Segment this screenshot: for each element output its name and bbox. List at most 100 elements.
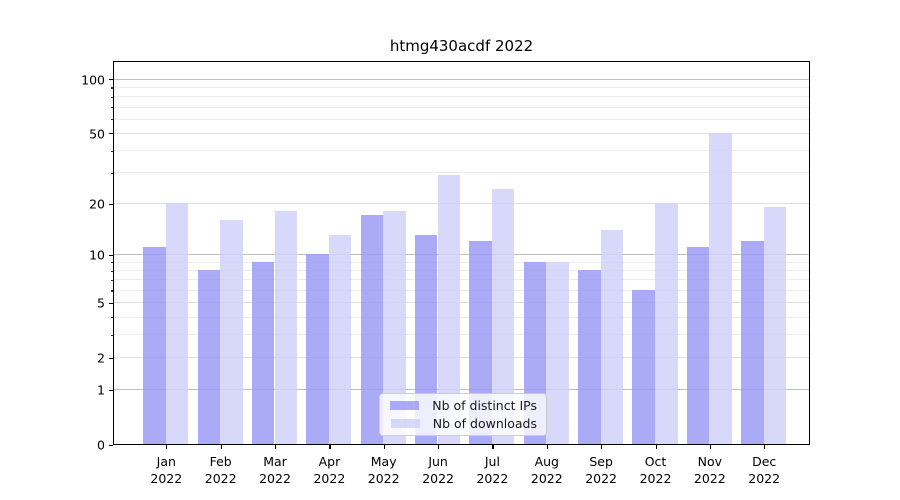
y-tick-label-1: 1 (97, 382, 105, 398)
x-tick-aug (546, 444, 548, 449)
bar-downloads-apr (328, 235, 352, 444)
x-tick-jan (166, 444, 168, 449)
gridline-y-50 (114, 132, 809, 134)
x-tick-may (383, 444, 385, 449)
x-tick-jun (438, 444, 440, 449)
gridline-y-90 (114, 86, 809, 88)
gridline-y-30 (114, 172, 809, 174)
legend-label-downloads: Nb of downloads (432, 416, 537, 431)
y-minor-tick-3 (110, 334, 113, 336)
x-tick-label-aug: Aug 2022 (530, 453, 563, 486)
x-tick-dec (764, 444, 766, 449)
legend-swatch-distinct-ips (390, 401, 420, 410)
y-tick-label-50: 50 (89, 126, 105, 142)
y-minor-tick-60 (110, 119, 113, 121)
bar-distinct-ips-dec (741, 240, 764, 444)
y-minor-tick-90 (110, 87, 113, 89)
bar-distinct-ips-jan (143, 247, 166, 444)
bar-distinct-ips-feb (197, 270, 221, 444)
chart-title: htmg430acdf 2022 (389, 37, 534, 55)
bar-downloads-sep (600, 229, 624, 444)
y-tick-label-10: 10 (89, 247, 105, 263)
x-tick-label-dec: Dec 2022 (748, 453, 781, 486)
y-tick-100 (108, 79, 113, 81)
gridline-y-9 (114, 261, 809, 263)
y-tick-5 (108, 302, 113, 304)
y-tick-label-5: 5 (97, 295, 105, 311)
y-minor-tick-7 (110, 279, 113, 282)
gridline-y-80 (114, 96, 809, 98)
bar-distinct-ips-oct (632, 289, 655, 444)
y-tick-label-100: 100 (81, 72, 105, 88)
x-tick-label-mar: Mar 2022 (259, 453, 291, 486)
y-tick-50 (108, 133, 113, 135)
y-minor-tick-4 (110, 317, 113, 319)
y-tick-label-20: 20 (89, 196, 105, 212)
x-tick-jul (492, 444, 494, 449)
x-tick-feb (220, 444, 222, 449)
x-tick-label-sep: Sep 2022 (585, 453, 617, 486)
x-tick-oct (655, 444, 657, 449)
gridline-y-100 (114, 78, 809, 80)
y-tick-20 (108, 203, 113, 205)
y-tick-10 (108, 254, 113, 256)
gridline-y-7 (114, 279, 809, 281)
bar-downloads-jul (491, 189, 515, 444)
gridline-y-10 (114, 254, 809, 256)
y-minor-tick-80 (110, 96, 113, 98)
y-minor-tick-8 (110, 270, 113, 272)
gridline-y-1 (114, 389, 809, 391)
x-tick-label-may: May 2022 (367, 453, 400, 486)
bar-downloads-mar (274, 210, 298, 444)
legend-item-distinct-ips: Nb of distinct IPs (386, 398, 537, 413)
y-tick-label-2: 2 (97, 350, 105, 366)
legend-label-distinct-ips: Nb of distinct IPs (432, 398, 537, 413)
x-tick-label-jul: Jul 2022 (476, 453, 509, 486)
gridline-y-4 (114, 316, 809, 318)
x-tick-label-oct: Oct 2022 (639, 453, 672, 486)
bar-downloads-jun (437, 174, 461, 444)
y-tick-label-0: 0 (97, 437, 105, 453)
bar-downloads-jan (165, 203, 189, 444)
gridline-y-3 (114, 334, 809, 336)
bar-downloads-nov (709, 132, 732, 444)
gridline-y-70 (114, 106, 809, 108)
y-tick-1 (108, 389, 113, 391)
x-tick-mar (275, 444, 277, 449)
x-tick-label-jan: Jan 2022 (150, 453, 183, 486)
x-tick-apr (329, 444, 331, 449)
bar-downloads-may (383, 210, 406, 444)
bar-downloads-dec (763, 206, 787, 444)
y-minor-tick-70 (110, 107, 113, 109)
legend-swatch-downloads (390, 419, 420, 428)
y-minor-tick-9 (110, 262, 113, 264)
legend: Nb of distinct IPs Nb of downloads (379, 393, 547, 436)
gridline-y-6 (114, 289, 809, 291)
gridline-y-5 (114, 302, 809, 304)
bar-distinct-ips-jun (414, 235, 438, 444)
x-tick-label-nov: Nov 2022 (693, 453, 726, 486)
bar-distinct-ips-may (360, 215, 384, 444)
gridline-y-60 (114, 118, 809, 120)
y-tick-0 (108, 444, 113, 446)
y-minor-tick-40 (110, 150, 113, 152)
bar-distinct-ips-nov (686, 247, 710, 444)
gridline-y-2 (114, 357, 809, 358)
bar-distinct-ips-sep (578, 270, 601, 444)
bar-downloads-feb (220, 219, 243, 444)
gridline-y-20 (114, 203, 809, 204)
x-tick-sep (601, 444, 603, 449)
bar-downloads-aug (546, 261, 569, 444)
bar-distinct-ips-apr (306, 254, 329, 444)
gridline-y-40 (114, 150, 809, 151)
x-tick-label-jun: Jun 2022 (422, 453, 454, 486)
x-tick-nov (709, 444, 711, 449)
legend-item-downloads: Nb of downloads (386, 416, 537, 431)
x-tick-label-apr: Apr 2022 (313, 453, 346, 486)
y-minor-tick-6 (110, 290, 113, 292)
y-minor-tick-30 (110, 172, 113, 174)
x-tick-label-feb: Feb 2022 (204, 453, 237, 486)
y-tick-2 (108, 357, 113, 359)
bar-downloads-oct (655, 203, 678, 444)
